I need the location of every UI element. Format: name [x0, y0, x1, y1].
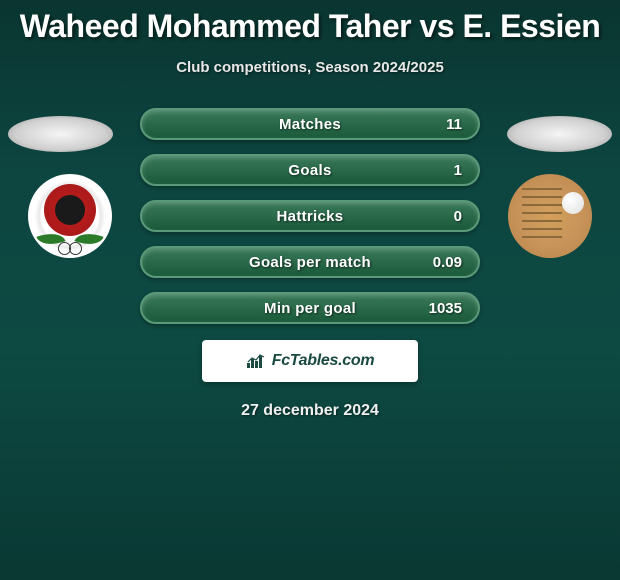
stat-label: Hattricks	[277, 208, 344, 225]
brand-box[interactable]: FcTables.com	[202, 340, 418, 382]
stat-value: 1	[454, 162, 462, 179]
stat-value: 0	[454, 208, 462, 225]
stat-row-goals: Goals 1	[140, 154, 480, 186]
stat-row-hattricks: Hattricks 0	[140, 200, 480, 232]
comparison-area: Matches 11 Goals 1 Hattricks 0 Goals per…	[0, 104, 620, 324]
stat-row-matches: Matches 11	[140, 108, 480, 140]
stat-value: 1035	[429, 300, 462, 317]
player2-avatar	[507, 116, 612, 152]
date-text: 27 december 2024	[0, 402, 620, 420]
player1-club-logo	[28, 174, 112, 258]
stat-label: Min per goal	[264, 300, 356, 317]
page-title: Waheed Mohammed Taher vs E. Essien	[0, 0, 620, 45]
club-logo-lines	[522, 188, 562, 244]
player1-avatar	[8, 116, 113, 152]
stat-value: 11	[446, 116, 462, 133]
player1-name: Waheed Mohammed Taher	[20, 8, 411, 44]
stat-label: Matches	[279, 116, 341, 133]
stat-row-goals-per-match: Goals per match 0.09	[140, 246, 480, 278]
stat-row-min-per-goal: Min per goal 1035	[140, 292, 480, 324]
vs-text: vs	[419, 8, 454, 44]
club-logo-rings	[56, 242, 84, 254]
subtitle: Club competitions, Season 2024/2025	[0, 59, 620, 76]
player2-club-logo	[508, 174, 592, 258]
brand-text: FcTables.com	[272, 352, 375, 370]
player2-name: E. Essien	[462, 8, 600, 44]
stat-bars: Matches 11 Goals 1 Hattricks 0 Goals per…	[140, 108, 480, 338]
stat-label: Goals per match	[249, 254, 371, 271]
stat-label: Goals	[288, 162, 331, 179]
stat-value: 0.09	[433, 254, 462, 271]
bar-chart-icon	[246, 353, 266, 369]
club-logo-ball	[562, 192, 584, 214]
